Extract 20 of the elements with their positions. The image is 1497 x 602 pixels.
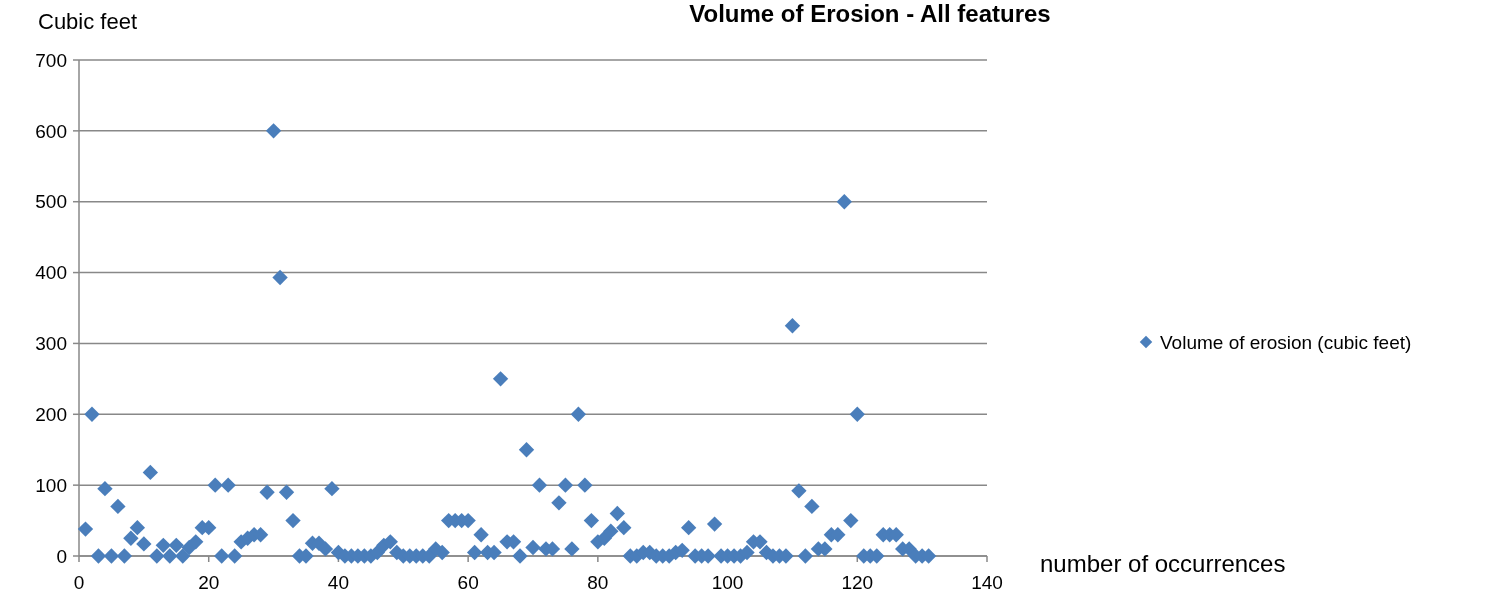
x-tick-label: 120 [841,572,874,593]
y-axis-title: Cubic feet [38,9,138,34]
x-tick-label: 60 [457,572,479,593]
x-tick-label: 140 [971,572,1003,593]
x-tick-label: 40 [327,572,349,593]
x-tick-label: 20 [198,572,220,593]
x-tick-label: 0 [73,572,85,593]
y-tick-label: 400 [35,262,67,284]
x-tick-label: 80 [587,572,609,593]
y-tick-label: 500 [35,191,67,213]
y-tick-label: 700 [35,49,67,71]
y-tick-label: 600 [35,120,67,142]
x-axis-title: number of occurrences [1040,550,1286,577]
legend-label: Volume of erosion (cubic feet) [1160,331,1412,353]
chart-title: Volume of Erosion - All features [689,0,1051,27]
y-tick-label: 300 [35,333,67,355]
y-tick-label: 200 [35,403,67,425]
y-tick-label: 100 [35,474,67,496]
x-tick-label: 100 [711,572,744,593]
y-tick-label: 0 [56,545,67,567]
